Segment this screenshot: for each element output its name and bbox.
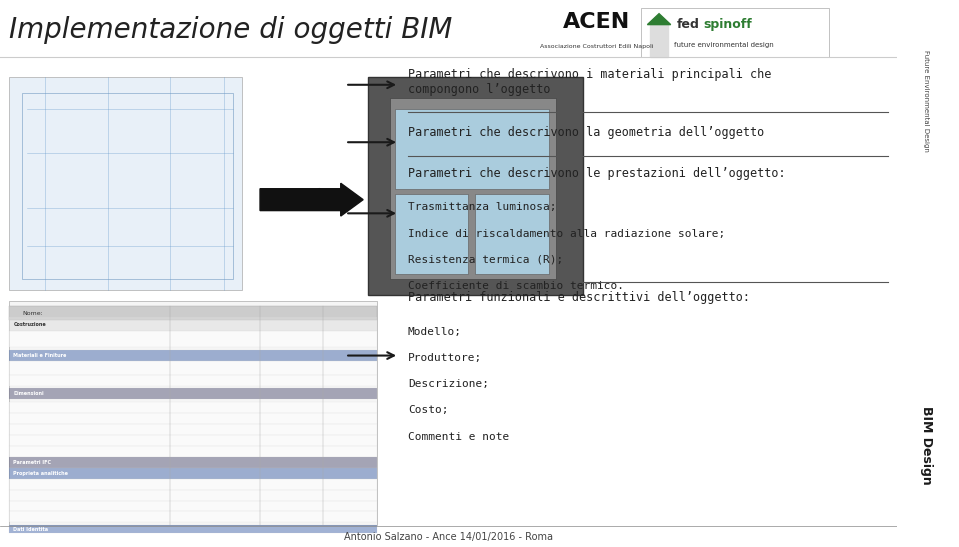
Bar	[9, 424, 377, 435]
Bar	[9, 490, 377, 501]
Text: Materiali e Finiture: Materiali e Finiture	[13, 353, 67, 358]
Text: Dati Identita: Dati Identita	[13, 527, 49, 532]
Bar	[394, 194, 468, 274]
Text: Parametri IFC: Parametri IFC	[13, 459, 52, 465]
Bar	[9, 446, 377, 457]
Text: Resistenza termica (R);: Resistenza termica (R);	[408, 255, 563, 265]
Bar	[394, 109, 549, 189]
Text: spinoff: spinoff	[703, 18, 752, 31]
Text: Descrizione;: Descrizione;	[408, 379, 489, 389]
Text: Coefficiente di scambio termico.: Coefficiente di scambio termico.	[408, 281, 624, 291]
Bar	[22, 93, 233, 279]
Bar	[9, 457, 377, 468]
Text: Future Environmental Design: Future Environmental Design	[924, 50, 929, 152]
Text: Parametri che descrivono le prestazioni dell’oggetto:: Parametri che descrivono le prestazioni …	[408, 167, 785, 180]
Bar	[9, 525, 377, 533]
Bar	[642, 8, 830, 57]
Bar	[9, 435, 377, 446]
Text: BIM Design: BIM Design	[920, 406, 933, 485]
Bar	[9, 501, 377, 511]
Text: Implementazione di oggetti BIM: Implementazione di oggetti BIM	[9, 16, 453, 44]
Polygon shape	[647, 14, 670, 25]
Bar	[9, 479, 377, 490]
Text: Commenti e note: Commenti e note	[408, 432, 509, 441]
Text: Costo;: Costo;	[408, 405, 449, 415]
Text: fed: fed	[677, 18, 700, 31]
Text: Parametri che descrivono la geometria dell’oggetto: Parametri che descrivono la geometria de…	[408, 126, 764, 139]
Text: Modello;: Modello;	[408, 327, 462, 336]
Text: future environmental design: future environmental design	[674, 42, 774, 48]
Text: Proprieta analitiche: Proprieta analitiche	[13, 470, 68, 476]
Text: Produttore;: Produttore;	[408, 353, 482, 363]
Bar	[9, 77, 242, 290]
Text: Trasmittanza luminosa;: Trasmittanza luminosa;	[408, 202, 556, 212]
Text: Parametri funzionali e descrittivi dell’oggetto:: Parametri funzionali e descrittivi dell’…	[408, 291, 750, 304]
Text: Costruzione: Costruzione	[13, 322, 46, 327]
Text: Parametri che descrivono i materiali principali che
compongono l’oggetto: Parametri che descrivono i materiali pri…	[408, 68, 771, 96]
Bar	[9, 511, 377, 522]
Text: Building Information Modeling: Building Information Modeling	[922, 83, 931, 262]
Text: Nome:: Nome:	[22, 311, 43, 316]
Bar	[9, 301, 377, 525]
FancyArrow shape	[260, 183, 363, 216]
Bar	[9, 361, 377, 375]
Text: Antonio Salzano - Ance 14/01/2016 - Roma: Antonio Salzano - Ance 14/01/2016 - Roma	[344, 532, 552, 542]
Text: Associazione Costruttori Edili Napoli: Associazione Costruttori Edili Napoli	[540, 44, 653, 49]
Text: Indice di riscaldamento alla radiazione solare;: Indice di riscaldamento alla radiazione …	[408, 229, 725, 238]
Bar	[9, 388, 377, 399]
Bar	[9, 402, 377, 413]
Bar	[9, 317, 377, 331]
Polygon shape	[650, 25, 668, 57]
Bar	[9, 375, 377, 386]
Bar	[390, 98, 556, 279]
Bar	[9, 331, 377, 347]
Bar	[367, 77, 583, 295]
Bar	[9, 306, 377, 320]
Bar	[476, 194, 549, 274]
Bar	[9, 350, 377, 361]
Text: Dimensioni: Dimensioni	[13, 391, 44, 397]
Text: ACEN: ACEN	[563, 12, 630, 32]
Bar	[9, 468, 377, 479]
Bar	[9, 413, 377, 424]
